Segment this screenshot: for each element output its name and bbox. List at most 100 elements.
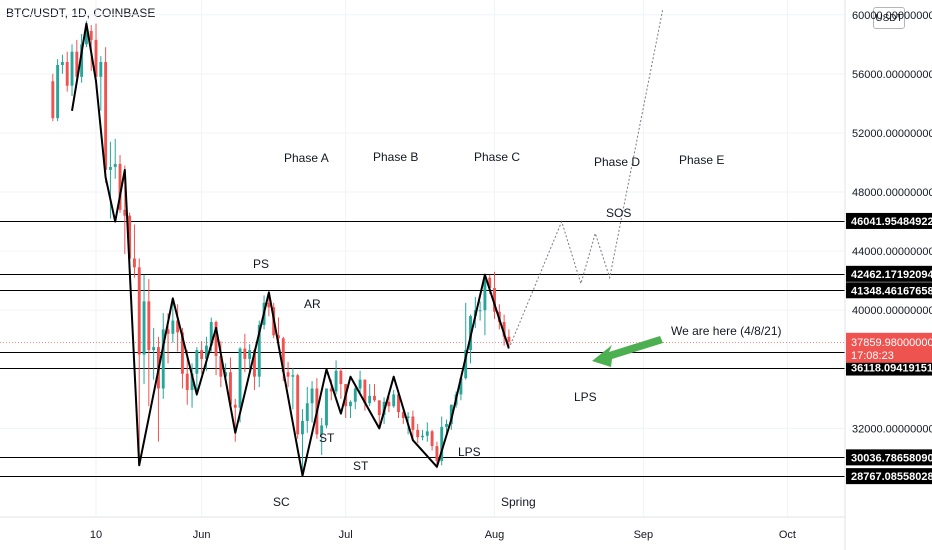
y-tick-label: 60000.00000000	[852, 10, 932, 22]
candle-body	[464, 350, 468, 379]
candle-body	[296, 375, 300, 435]
candle-body	[214, 322, 218, 356]
candle-body	[200, 350, 204, 359]
candle-body	[320, 425, 324, 435]
label-we-are-here: We are here (4/8/21)	[671, 324, 782, 338]
candle-body	[353, 388, 357, 402]
candles	[51, 20, 511, 476]
currency-selector-button[interactable]: USDT	[873, 7, 905, 29]
label-st-1: ST	[319, 431, 335, 445]
candle-body	[181, 332, 184, 374]
x-tick-label: Jul	[339, 529, 353, 541]
candle-body	[421, 435, 424, 438]
label-phase-a: Phase A	[284, 151, 329, 165]
projection-path	[508, 10, 664, 349]
grid	[0, 0, 845, 517]
candle-body	[243, 348, 247, 359]
candle-body	[435, 446, 439, 461]
level-tag-label: 41348.46167658	[851, 285, 932, 297]
candle-body	[493, 288, 496, 312]
label-lps-1: LPS	[458, 445, 481, 459]
candle-body	[329, 388, 333, 392]
label-spring: Spring	[501, 495, 536, 509]
candle-body	[377, 400, 381, 416]
candle-body	[363, 379, 367, 404]
level-tag	[846, 282, 932, 299]
level-tag-label: 46041.95484922	[851, 216, 932, 228]
y-tick-label: 32000.00000000	[852, 423, 932, 435]
candle-body	[147, 301, 151, 351]
candle-body	[137, 267, 141, 355]
label-ar: AR	[304, 297, 321, 311]
candle-body	[108, 166, 112, 170]
candle-body	[387, 401, 391, 407]
level-tag-label: 42462.17192094	[851, 269, 932, 281]
candle-body	[65, 62, 69, 86]
candle-body	[507, 336, 511, 342]
candle-body	[277, 335, 280, 339]
candle-body	[89, 31, 93, 40]
candle-body	[209, 322, 213, 346]
candle-body	[253, 350, 256, 377]
y-tick-label: 48000.00000000	[852, 187, 932, 199]
candle-body	[171, 320, 175, 334]
label-phase-b: Phase B	[373, 150, 418, 164]
annotations: Phase A Phase B Phase C Phase D Phase E …	[253, 150, 782, 509]
candle-body	[118, 163, 122, 210]
level-tag	[846, 359, 932, 376]
candle-body	[142, 301, 146, 355]
swing-line	[71, 22, 510, 477]
candle-body	[502, 322, 506, 337]
label-ps: PS	[253, 257, 269, 271]
candle-body	[325, 388, 328, 426]
label-sos: SOS	[606, 206, 631, 220]
level-tag	[846, 468, 932, 485]
candle-body	[166, 329, 170, 334]
candle-body	[80, 44, 84, 77]
candle-body	[152, 347, 156, 351]
candle-body	[310, 388, 314, 404]
label-lps-2: LPS	[574, 390, 597, 404]
candle-body	[94, 39, 98, 77]
label-st-2: ST	[353, 459, 369, 473]
x-tick-label: Aug	[485, 529, 505, 541]
level-tag	[846, 449, 932, 466]
candle-body	[392, 394, 396, 407]
candle-body	[128, 215, 132, 259]
candle-body	[238, 348, 242, 408]
candle-body	[430, 431, 434, 447]
candle-body	[248, 350, 252, 359]
x-axis-ticks: 10 Jun Jul Aug Sep Oct	[90, 529, 796, 541]
countdown-label: 17:08:23	[851, 350, 894, 362]
candle-body	[104, 62, 108, 170]
x-tick-label: Oct	[779, 529, 796, 541]
candle-body	[449, 404, 453, 424]
candle-body	[56, 64, 60, 119]
candle-body	[411, 416, 415, 430]
y-tick-label: 52000.00000000	[852, 128, 932, 140]
candle-body	[70, 51, 74, 86]
candle-body	[368, 395, 372, 404]
candle-body	[349, 401, 352, 407]
y-tick-label: 44000.00000000	[852, 246, 932, 258]
annotation-arrow	[592, 336, 663, 367]
y-tick-label: 40000.00000000	[852, 305, 932, 317]
candle-body	[190, 373, 194, 390]
candle-body	[195, 350, 199, 374]
swing-path	[71, 22, 510, 477]
level-tags: 46041.95484922 42462.17192094 41348.461676…	[846, 212, 932, 485]
level-tag-label: 28767.08558028	[851, 471, 932, 483]
candle-body	[401, 412, 405, 419]
current-price-label: 37859.98000000	[851, 337, 932, 349]
level-tag-label: 36118.09419151	[851, 363, 932, 375]
y-axis-ticks: 60000.00000000 56000.00000000 52000.000000…	[852, 10, 932, 436]
candle-body	[123, 209, 127, 216]
candle-body	[267, 302, 271, 308]
candle-body	[281, 338, 285, 373]
label-phase-e: Phase E	[679, 153, 724, 167]
label-sc: SC	[273, 495, 290, 509]
candle-body	[334, 370, 338, 392]
candle-body	[483, 277, 487, 311]
candle-body	[224, 372, 228, 377]
